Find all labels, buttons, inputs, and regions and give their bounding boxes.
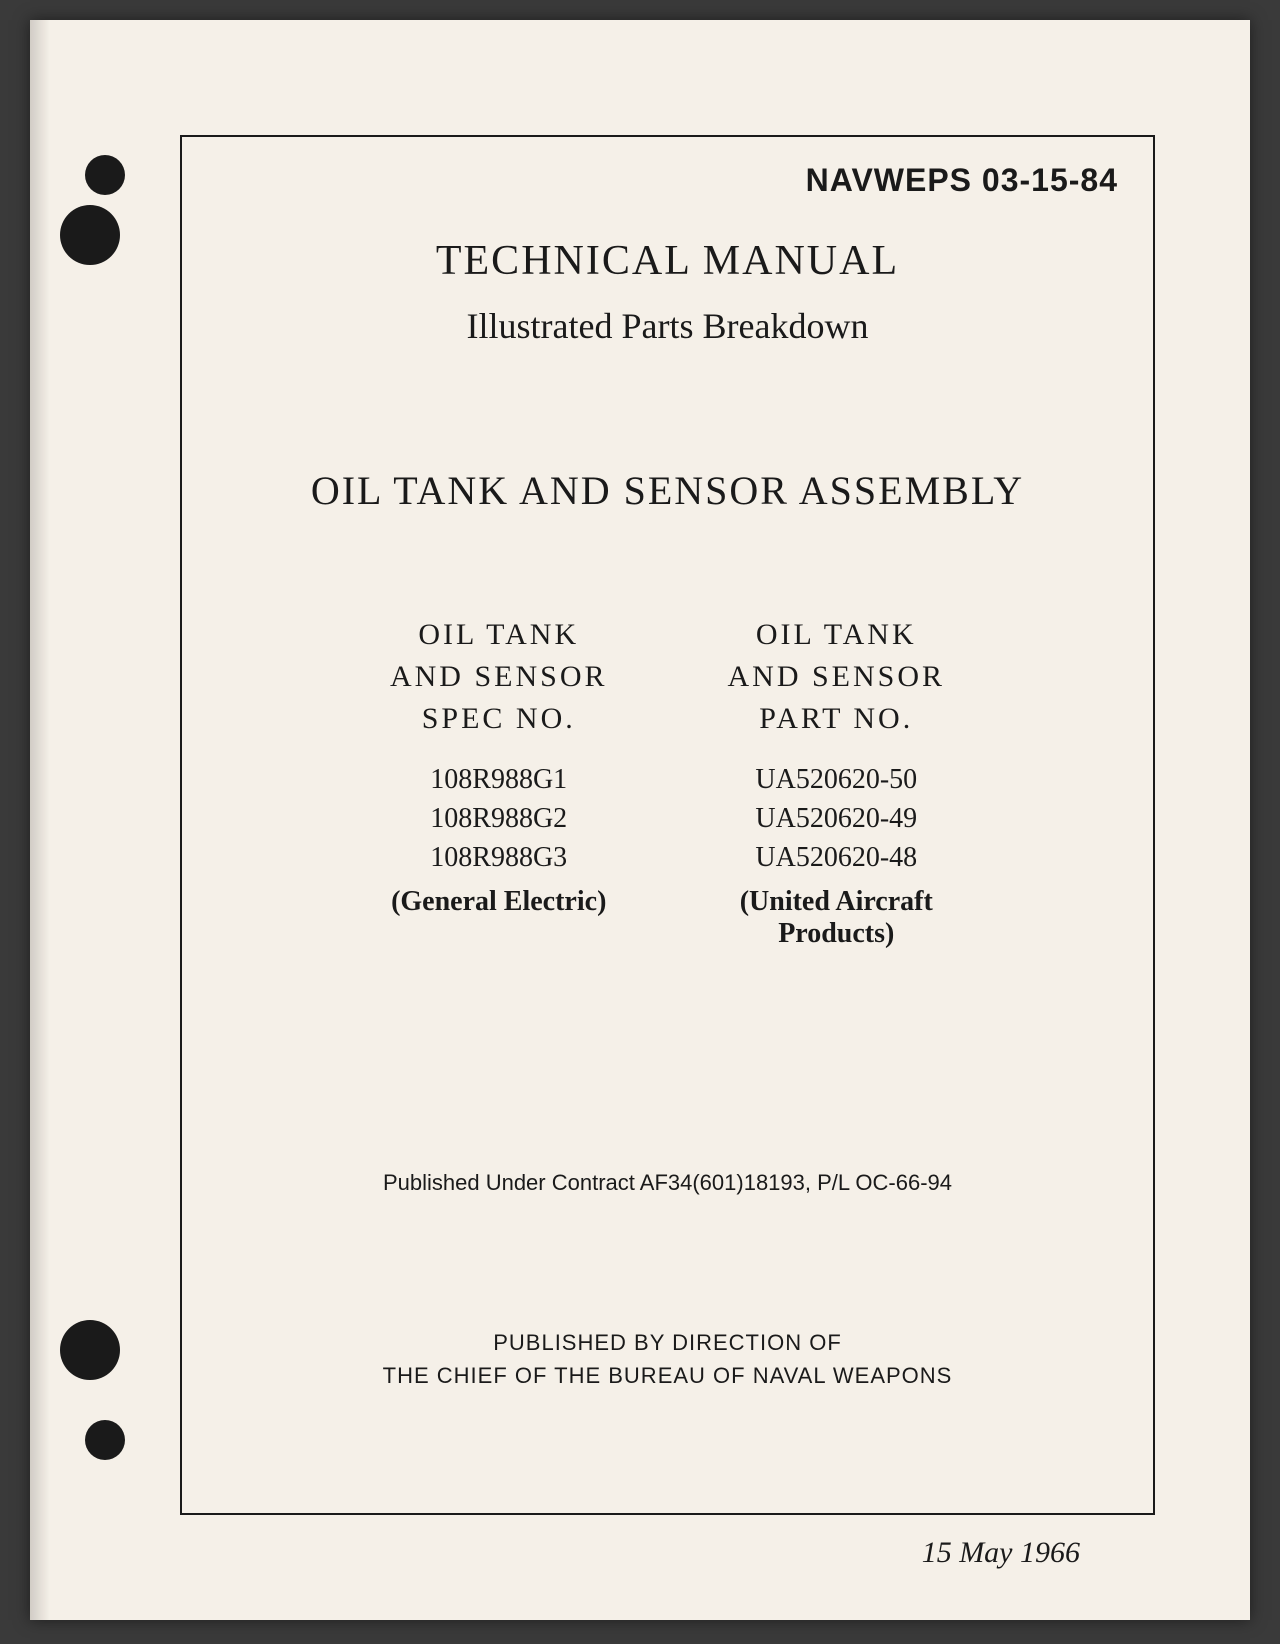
spec-items: 108R988G1 108R988G2 108R988G3 xyxy=(390,760,608,878)
punch-hole xyxy=(60,205,120,265)
punch-hole xyxy=(85,155,125,195)
document-number: NAVWEPS 03-15-84 xyxy=(806,162,1118,199)
spec-column: OIL TANK AND SENSOR SPEC NO. 108R988G1 1… xyxy=(390,614,608,950)
part-item: UA520620-50 xyxy=(728,760,946,799)
part-item: UA520620-49 xyxy=(728,799,946,838)
document-subtitle: Illustrated Parts Breakdown xyxy=(182,305,1153,347)
document-title: TECHNICAL MANUAL xyxy=(182,237,1153,285)
header-line: OIL TANK xyxy=(390,614,608,656)
source-line: Products) xyxy=(728,918,946,950)
header-line: AND SENSOR xyxy=(390,656,608,698)
spec-item: 108R988G1 xyxy=(390,760,608,799)
contract-info: Published Under Contract AF34(601)18193,… xyxy=(182,1170,1153,1196)
spec-column-header: OIL TANK AND SENSOR SPEC NO. xyxy=(390,614,608,740)
part-column: OIL TANK AND SENSOR PART NO. UA520620-50… xyxy=(728,614,946,950)
content-frame: NAVWEPS 03-15-84 TECHNICAL MANUAL Illust… xyxy=(180,135,1155,1515)
part-column-header: OIL TANK AND SENSOR PART NO. xyxy=(728,614,946,740)
main-title: OIL TANK AND SENSOR ASSEMBLY xyxy=(182,467,1153,514)
spec-item: 108R988G2 xyxy=(390,799,608,838)
header-line: PART NO. xyxy=(728,698,946,740)
punch-hole xyxy=(60,1320,120,1380)
punch-hole xyxy=(85,1420,125,1460)
header-line: AND SENSOR xyxy=(728,656,946,698)
part-item: UA520620-48 xyxy=(728,838,946,877)
header-line: SPEC NO. xyxy=(390,698,608,740)
title-section: TECHNICAL MANUAL Illustrated Parts Break… xyxy=(182,237,1153,514)
spec-item: 108R988G3 xyxy=(390,838,608,877)
publisher-line: THE CHIEF OF THE BUREAU OF NAVAL WEAPONS xyxy=(182,1359,1153,1392)
columns-container: OIL TANK AND SENSOR SPEC NO. 108R988G1 1… xyxy=(182,614,1153,950)
publication-date: 15 May 1966 xyxy=(922,1536,1080,1570)
publisher-info: PUBLISHED BY DIRECTION OF THE CHIEF OF T… xyxy=(182,1326,1153,1392)
part-items: UA520620-50 UA520620-49 UA520620-48 xyxy=(728,760,946,878)
spine-shadow xyxy=(30,20,50,1620)
part-source: (United Aircraft Products) xyxy=(728,886,946,950)
publisher-line: PUBLISHED BY DIRECTION OF xyxy=(182,1326,1153,1359)
spec-source: (General Electric) xyxy=(390,886,608,918)
header-line: OIL TANK xyxy=(728,614,946,656)
document-page: NAVWEPS 03-15-84 TECHNICAL MANUAL Illust… xyxy=(30,20,1250,1620)
source-line: (United Aircraft xyxy=(728,886,946,918)
